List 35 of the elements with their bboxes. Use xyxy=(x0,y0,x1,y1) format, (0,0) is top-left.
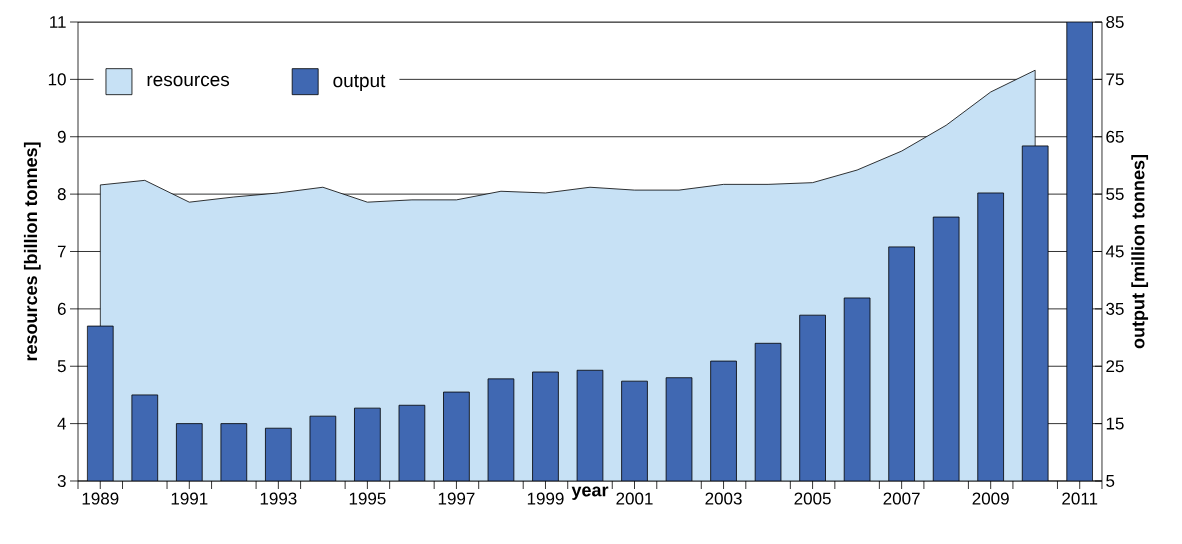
y-tick-label: 10 xyxy=(48,73,66,86)
x-tick-label: 1995 xyxy=(349,492,386,505)
x-tick-label: 1991 xyxy=(171,492,208,505)
x-tick-label: 2003 xyxy=(705,492,742,505)
x-tick-label: 2001 xyxy=(616,492,653,505)
y2-tick-label: 55 xyxy=(1106,188,1124,201)
y-tick-label: 4 xyxy=(57,417,66,430)
y2-tick-label: 45 xyxy=(1105,245,1124,258)
legend-label: resources xyxy=(147,75,230,87)
y2-tick-label: 65 xyxy=(1106,130,1124,143)
y2-tick-label: 75 xyxy=(1106,73,1124,86)
x-tick-label: 2011 xyxy=(1062,492,1098,505)
y2-tick-label: 15 xyxy=(1106,417,1124,430)
y-tick-label: 7 xyxy=(57,245,66,258)
x-tick-label: 1993 xyxy=(260,492,297,505)
legend-label: output xyxy=(333,74,386,91)
y-tick-label: 3 xyxy=(57,474,66,488)
x-tick-label: 1997 xyxy=(438,492,475,505)
x-tick-label: 2009 xyxy=(972,492,1009,505)
y-tick-label: 6 xyxy=(57,302,66,315)
y-tick-label: 5 xyxy=(57,360,66,373)
y-tick-label: 8 xyxy=(57,188,66,201)
y2-axis-title: output [million tonnes] xyxy=(1131,155,1149,349)
y-tick-label: 9 xyxy=(57,130,66,143)
y2-tick-label: 5 xyxy=(1106,475,1115,487)
x-tick-label: 1989 xyxy=(82,492,119,505)
x-tick-label: 2005 xyxy=(794,492,831,505)
y2-tick-label: 25 xyxy=(1106,360,1124,373)
y2-tick-label: 35 xyxy=(1106,302,1124,315)
y2-tick-label: 85 xyxy=(1106,15,1124,29)
x-tick-label: 2007 xyxy=(883,492,920,505)
y-axis-title: resources [billion tonnes] xyxy=(23,142,41,361)
x-axis-title: year xyxy=(571,486,609,500)
x-tick-label: 1999 xyxy=(527,492,564,505)
y-tick-label: 11 xyxy=(50,16,66,28)
